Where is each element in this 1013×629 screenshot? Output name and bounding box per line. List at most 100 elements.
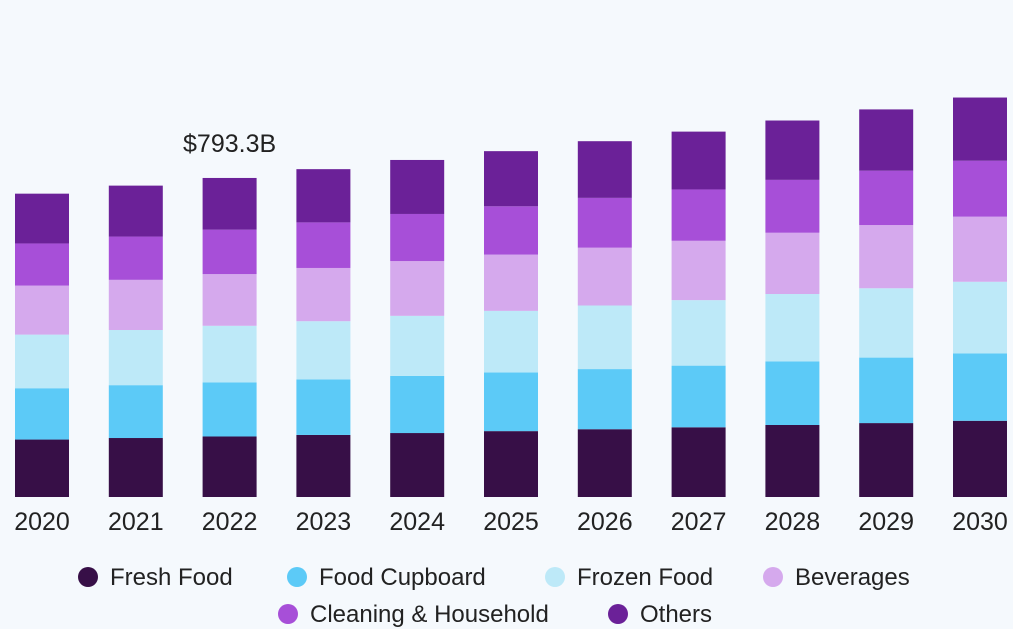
legend-item-cleaning-and-household: Cleaning & Household [278,601,549,628]
x-tick-label-2025: 2025 [483,508,539,536]
bar-segment-2021-fresh-food [108,438,163,497]
bar-segment-2023-frozen-food [296,321,351,380]
bar-segment-2024-others [390,159,445,214]
bar-segment-2024-frozen-food [390,315,445,376]
bars-group [15,97,1007,497]
bar-segment-2029-beverages [859,225,914,289]
legend-item-frozen-food: Frozen Food [545,564,713,591]
bar-segment-2020-others [15,193,69,244]
bar-segment-2024-beverages [390,261,445,316]
bar-segment-2021-frozen-food [108,330,163,386]
x-tick-label-2026: 2026 [577,508,633,536]
legend-swatch-food-cupboard [287,567,307,587]
bar-segment-2020-beverages [15,285,69,335]
bar-segment-2029-fresh-food [859,423,914,497]
bar-segment-2030-fresh-food [953,420,1007,497]
bar-segment-2030-cleaning-and-household [953,160,1007,217]
bar-segment-2030-beverages [953,216,1007,282]
x-tick-label-2022: 2022 [202,508,258,536]
bar-segment-2024-food-cupboard [390,375,445,434]
bar-segment-2023-beverages [296,267,351,322]
bar-segment-2028-food-cupboard [765,361,820,425]
bar-segment-2022-others [202,177,257,230]
bar-segment-2030-frozen-food [953,281,1007,354]
bar-segment-2026-beverages [577,247,632,306]
bar-segment-2022-beverages [202,274,257,326]
legend-item-others: Others [608,601,712,628]
legend-label-cleaning-and-household: Cleaning & Household [310,601,549,628]
legend-swatch-fresh-food [78,567,98,587]
bar-segment-2021-others [108,185,163,237]
bar-segment-2021-cleaning-and-household [108,236,163,280]
x-tick-label-2024: 2024 [389,508,445,536]
bar-segment-2022-food-cupboard [202,382,257,437]
bar-segment-2020-fresh-food [15,439,69,497]
bar-segment-2028-fresh-food [765,424,820,497]
bar-segment-2029-others [859,109,914,171]
bar-segment-2027-beverages [671,240,726,301]
bar-segment-2023-food-cupboard [296,379,351,435]
bar-segment-2027-others [671,131,726,190]
legend-swatch-beverages [763,567,783,587]
legend-swatch-cleaning-and-household [278,604,298,624]
annotation-total-2022: $793.3B [183,130,276,158]
bar-segment-2028-frozen-food [765,294,820,362]
bar-segment-2026-others [577,141,632,198]
x-tick-label-2027: 2027 [671,508,727,536]
legend-label-others: Others [640,601,712,628]
bar-segment-2025-fresh-food [484,431,538,497]
bar-segment-2024-fresh-food [390,433,445,497]
legend-label-food-cupboard: Food Cupboard [319,564,486,591]
bar-segment-2020-cleaning-and-household [15,243,69,286]
bar-segment-2020-food-cupboard [15,388,69,440]
bar-segment-2028-beverages [765,232,820,295]
annotations-group: $793.3B [183,130,276,158]
x-tick-label-2028: 2028 [765,508,821,536]
x-tick-label-2029: 2029 [858,508,914,536]
bar-segment-2025-frozen-food [484,310,538,373]
bar-segment-2029-frozen-food [859,288,914,358]
bar-segment-2027-food-cupboard [671,365,726,428]
x-tick-label-2030: 2030 [952,508,1008,536]
bar-segment-2025-cleaning-and-household [484,206,538,255]
bar-segment-2020-frozen-food [15,334,69,389]
legend-label-fresh-food: Fresh Food [110,564,233,591]
bar-segment-2023-fresh-food [296,434,351,497]
bar-segment-2023-others [296,169,351,223]
bar-segment-2026-cleaning-and-household [577,197,632,248]
legend-label-beverages: Beverages [795,564,910,591]
bar-segment-2022-frozen-food [202,325,257,383]
bar-segment-2029-cleaning-and-household [859,170,914,226]
bar-segment-2027-fresh-food [671,427,726,497]
x-tick-label-2021: 2021 [108,508,164,536]
legend: Fresh Food Food Cupboard Frozen Food Bevera… [78,564,910,628]
legend-label-frozen-food: Frozen Food [577,564,713,591]
x-axis-ticks: 2020 2021 2022 2023 2024 2025 2026 2027 2028 2029… [14,508,1008,536]
legend-swatch-others [608,604,628,624]
bar-segment-2025-beverages [484,254,538,311]
bar-segment-2028-others [765,120,820,180]
bar-segment-2021-food-cupboard [108,385,163,439]
legend-swatch-frozen-food [545,567,565,587]
bar-segment-2026-food-cupboard [577,369,632,430]
bar-segment-2028-cleaning-and-household [765,179,820,233]
bar-segment-2027-cleaning-and-household [671,189,726,241]
legend-item-fresh-food: Fresh Food [78,564,233,591]
bar-segment-2030-others [953,97,1007,161]
bar-segment-2022-cleaning-and-household [202,229,257,275]
bar-segment-2022-fresh-food [202,436,257,497]
bar-segment-2021-beverages [108,279,163,331]
bar-segment-2026-fresh-food [577,429,632,497]
bar-segment-2024-cleaning-and-household [390,213,445,262]
bar-segment-2030-food-cupboard [953,353,1007,421]
bar-segment-2025-others [484,151,538,207]
bar-segment-2025-food-cupboard [484,372,538,432]
legend-item-food-cupboard: Food Cupboard [287,564,486,591]
legend-item-beverages: Beverages [763,564,910,591]
x-tick-label-2023: 2023 [296,508,352,536]
x-tick-label-2020: 2020 [14,508,70,536]
bar-segment-2023-cleaning-and-household [296,222,351,268]
bar-segment-2026-frozen-food [577,305,632,370]
bar-segment-2027-frozen-food [671,300,726,366]
